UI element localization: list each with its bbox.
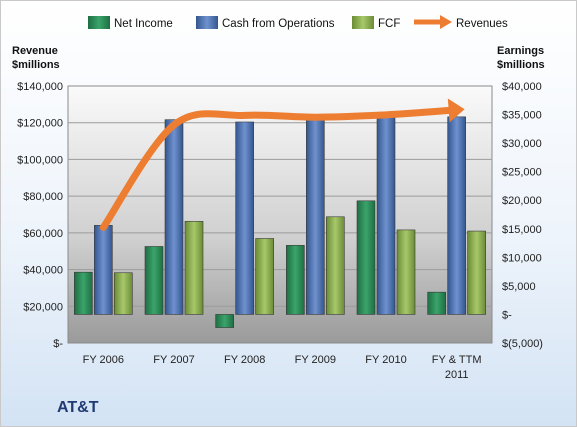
left-tick-label: $120,000 [17, 118, 63, 130]
bars [74, 114, 486, 328]
bar-net-income [144, 246, 164, 315]
legend-label-cash-from-operations: Cash from Operations [222, 18, 335, 30]
category-label: 2011 [445, 369, 469, 381]
bar-fcf [467, 230, 486, 315]
revenues-arrowhead [447, 98, 465, 123]
category-label: FY 2010 [365, 354, 406, 366]
bar-cash-from-operations [306, 117, 325, 315]
bar-fcf [326, 216, 345, 315]
category-label: FY 2006 [83, 354, 124, 366]
right-tick-label: $40,000 [502, 81, 542, 93]
left-axis-title-line-2: $millions [12, 59, 60, 71]
right-tick-label: $35,000 [502, 110, 542, 122]
bar-fcf [396, 229, 416, 315]
right-tick-label: $(5,000) [502, 338, 543, 350]
right-axis-ticks: $(5,000) $- $5,000 $10,000 $15,000 $20,000 $25… [502, 81, 543, 350]
bar-net-income [74, 271, 93, 315]
revenues-line-path [99, 106, 461, 231]
legend-label-fcf: FCF [378, 18, 400, 30]
bar-fcf [114, 272, 133, 315]
left-tick-label: $- [53, 338, 63, 350]
bar-fcf [184, 221, 204, 315]
bar-net-income [286, 245, 305, 315]
category-label: FY 2009 [295, 354, 336, 366]
bar-net-income [427, 291, 446, 315]
bar-cash-from-operations [164, 119, 184, 315]
bar-cash-from-operations [235, 121, 254, 315]
legend-arrow-revenues [440, 15, 452, 29]
category-labels: FY 2006 FY 2007 FY 2008 FY 2009 FY 2010 FY & … [83, 354, 482, 381]
left-tick-label: $40,000 [23, 265, 63, 277]
right-tick-label: $- [502, 309, 512, 321]
category-label: FY 2008 [224, 354, 265, 366]
left-tick-label: $100,000 [17, 154, 63, 166]
bar-cash-from-operations [376, 114, 396, 315]
right-tick-label: $10,000 [502, 252, 542, 264]
category-label: FY 2007 [153, 354, 194, 366]
legend-swatch-fcf [352, 16, 374, 29]
left-tick-label: $20,000 [23, 301, 63, 313]
right-axis-title-line-2: $millions [497, 59, 545, 71]
right-tick-label: $20,000 [502, 195, 542, 207]
gridlines [68, 122, 492, 307]
revenues-line [99, 98, 465, 231]
left-axis-title-line-1: Revenue [12, 45, 58, 57]
legend-swatch-cash-from-operations [196, 16, 218, 29]
bar-net-income [215, 314, 234, 328]
left-tick-label: $140,000 [17, 81, 63, 93]
legend-label-net-income: Net Income [114, 18, 173, 30]
legend-label-revenues: Revenues [456, 18, 508, 30]
right-axis-title-line-1: Earnings [497, 45, 544, 57]
right-tick-label: $15,000 [502, 224, 542, 236]
right-tick-label: $5,000 [502, 281, 536, 293]
right-tick-label: $25,000 [502, 167, 542, 179]
category-label: FY & TTM [432, 354, 482, 366]
company-name: AT&T [57, 399, 99, 416]
bar-cash-from-operations [94, 225, 113, 315]
plot-area [67, 85, 493, 344]
bar-fcf [255, 238, 274, 315]
legend: Net Income Cash from Operations FCF Reve… [88, 15, 508, 30]
right-tick-label: $30,000 [502, 138, 542, 150]
bar-cash-from-operations [447, 116, 466, 315]
left-axis-ticks: $- $20,000 $40,000 $60,000 $80,000 $100,000 $1… [17, 81, 63, 350]
left-tick-label: $60,000 [23, 228, 63, 240]
left-tick-label: $80,000 [23, 191, 63, 203]
bar-net-income [356, 200, 376, 315]
legend-swatch-net-income [88, 16, 110, 29]
